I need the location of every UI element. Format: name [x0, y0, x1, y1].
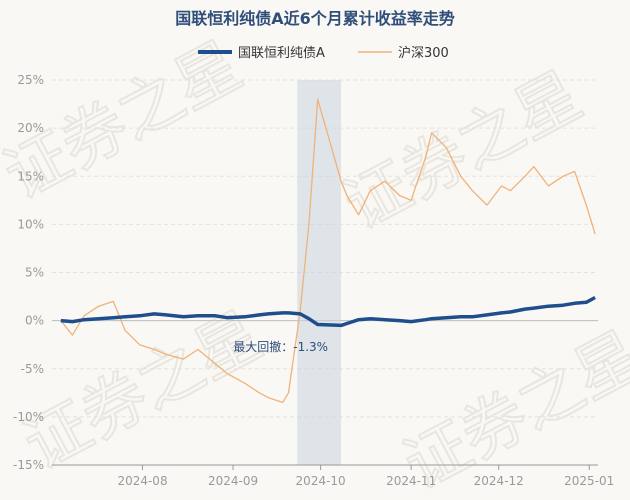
y-tick-label: -15% — [13, 458, 44, 472]
legend-label-fund: 国联恒利纯债A — [238, 46, 325, 61]
y-tick-label: -10% — [13, 410, 44, 424]
drawdown-annotation: 最大回撤：-1.3% — [233, 339, 328, 354]
x-tick-label: 2025-01 — [564, 474, 614, 488]
drawdown-label: 最大回撤：-1.3% — [233, 339, 328, 354]
y-tick-label: -5% — [21, 362, 44, 376]
y-tick-label: 5% — [25, 266, 44, 280]
y-tick-label: 0% — [25, 314, 44, 328]
legend: 国联恒利纯债A 沪深300 — [198, 45, 449, 61]
series-lines — [60, 98, 596, 404]
x-tick-label: 2024-09 — [208, 474, 258, 488]
y-tick-label: 10% — [17, 217, 44, 231]
y-tick-label: 25% — [17, 73, 44, 87]
y-axis: 25% 20% 15% 10% 5% 0% -5% -10% -15% — [13, 73, 44, 472]
x-tick-label: 2024-12 — [474, 474, 524, 488]
series-line-fund — [60, 295, 596, 328]
watermark-text-4: 证券之星 — [393, 319, 630, 500]
watermark-text-3: 证券之星 — [13, 299, 274, 485]
x-tick-label: 2024-08 — [117, 474, 167, 488]
series-line-index — [60, 98, 596, 404]
x-axis: 2024-08 2024-09 2024-10 2024-11 2024-12 2025-… — [52, 464, 614, 488]
y-tick-label: 15% — [17, 169, 44, 183]
chart-title: 国联恒利纯债A近6个月累计收益率走势 — [175, 9, 455, 28]
legend-label-index: 沪深300 — [398, 45, 449, 61]
x-tick-label: 2024-11 — [386, 474, 436, 488]
y-tick-label: 20% — [17, 121, 44, 135]
watermark-text-2: 证券之星 — [333, 59, 594, 245]
x-tick-label: 2024-10 — [296, 474, 346, 488]
